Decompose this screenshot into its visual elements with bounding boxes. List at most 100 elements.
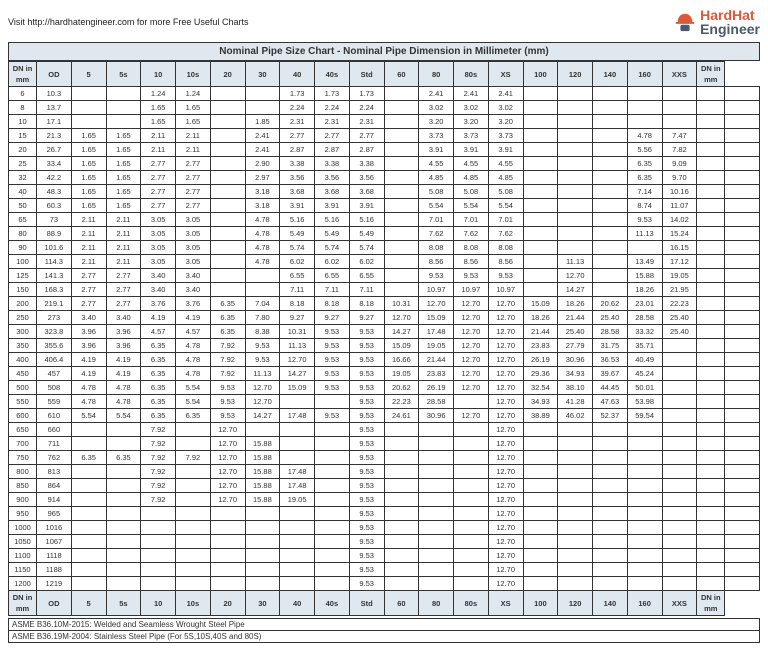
- dn-cell-right: [725, 577, 760, 591]
- data-cell: 19.05: [280, 493, 315, 507]
- data-cell: [419, 549, 454, 563]
- data-cell: [71, 115, 106, 129]
- data-cell: [141, 549, 176, 563]
- data-cell: 1.85: [245, 115, 280, 129]
- data-cell: [106, 437, 141, 451]
- data-cell: 15.88: [245, 437, 280, 451]
- data-cell: 9.53: [315, 339, 350, 353]
- data-cell: [454, 493, 489, 507]
- data-cell: 2.11: [176, 143, 211, 157]
- data-cell: 9.53: [210, 381, 245, 395]
- data-cell: 46.02: [558, 409, 593, 423]
- data-cell: 2.11: [141, 129, 176, 143]
- data-cell: [384, 227, 419, 241]
- data-cell: 12.70: [488, 493, 523, 507]
- data-cell: 7.62: [419, 227, 454, 241]
- data-cell: 25.40: [558, 325, 593, 339]
- data-cell: 8.56: [454, 255, 489, 269]
- data-cell: 12.70: [280, 353, 315, 367]
- data-cell: [210, 199, 245, 213]
- data-cell: 21.3: [37, 129, 72, 143]
- table-row: 115011889.5312.70: [9, 563, 760, 577]
- data-cell: 4.19: [176, 311, 211, 325]
- data-cell: [593, 87, 628, 101]
- data-cell: 8.56: [488, 255, 523, 269]
- col-header: DN inmm: [697, 62, 725, 87]
- data-cell: 19.05: [384, 367, 419, 381]
- data-cell: [210, 283, 245, 297]
- data-cell: [210, 115, 245, 129]
- data-cell: 21.44: [419, 353, 454, 367]
- table-row: 5060.31.651.652.772.773.183.913.913.915.…: [9, 199, 760, 213]
- data-cell: [384, 577, 419, 591]
- col-header: 60: [384, 591, 419, 616]
- col-header: XS: [488, 591, 523, 616]
- data-cell: [454, 395, 489, 409]
- dn-cell: 32: [9, 171, 37, 185]
- data-cell: 2.77: [349, 129, 384, 143]
- data-cell: 3.40: [176, 269, 211, 283]
- data-cell: 5.74: [280, 241, 315, 255]
- data-cell: 965: [37, 507, 72, 521]
- data-cell: 18.26: [558, 297, 593, 311]
- data-cell: [697, 339, 725, 353]
- data-cell: 2.24: [315, 101, 350, 115]
- data-cell: 7.82: [662, 143, 697, 157]
- data-cell: 2.90: [245, 157, 280, 171]
- table-row: 110011189.5312.70: [9, 549, 760, 563]
- data-cell: [697, 577, 725, 591]
- data-cell: [593, 227, 628, 241]
- data-cell: 45.24: [627, 367, 662, 381]
- data-cell: 4.85: [488, 171, 523, 185]
- data-cell: 17.48: [280, 409, 315, 423]
- data-cell: 2.77: [176, 157, 211, 171]
- data-cell: [71, 507, 106, 521]
- data-cell: 1.65: [71, 185, 106, 199]
- data-cell: 2.11: [106, 213, 141, 227]
- data-cell: [141, 507, 176, 521]
- dn-cell: 650: [9, 423, 37, 437]
- data-cell: 5.49: [349, 227, 384, 241]
- data-cell: [523, 129, 558, 143]
- data-cell: [106, 563, 141, 577]
- data-cell: [419, 493, 454, 507]
- dn-cell: 1100: [9, 549, 37, 563]
- data-cell: [593, 255, 628, 269]
- col-header: 40s: [315, 591, 350, 616]
- data-cell: 4.57: [141, 325, 176, 339]
- data-cell: [593, 283, 628, 297]
- data-cell: 762: [37, 451, 72, 465]
- data-cell: 4.78: [71, 381, 106, 395]
- data-cell: 168.3: [37, 283, 72, 297]
- data-cell: 5.08: [419, 185, 454, 199]
- data-cell: 21.95: [662, 283, 697, 297]
- data-cell: 12.70: [488, 563, 523, 577]
- data-cell: 6.35: [106, 451, 141, 465]
- dn-cell: 900: [9, 493, 37, 507]
- data-cell: 42.2: [37, 171, 72, 185]
- dn-cell: 300: [9, 325, 37, 339]
- data-cell: [697, 353, 725, 367]
- col-header: 80s: [454, 62, 489, 87]
- data-cell: 508: [37, 381, 72, 395]
- data-cell: [210, 129, 245, 143]
- table-row: 200219.12.772.773.763.766.357.048.188.18…: [9, 297, 760, 311]
- data-cell: 15.09: [384, 339, 419, 353]
- data-cell: [384, 101, 419, 115]
- data-cell: 12.70: [558, 269, 593, 283]
- data-cell: [627, 115, 662, 129]
- data-cell: 3.91: [419, 143, 454, 157]
- data-cell: 3.91: [488, 143, 523, 157]
- data-cell: 1.65: [106, 171, 141, 185]
- data-cell: 12.70: [488, 367, 523, 381]
- data-cell: 19.05: [419, 339, 454, 353]
- data-cell: 12.70: [210, 423, 245, 437]
- col-header: 120: [558, 62, 593, 87]
- data-cell: 31.75: [593, 339, 628, 353]
- data-cell: [210, 157, 245, 171]
- data-cell: [523, 213, 558, 227]
- data-cell: [210, 507, 245, 521]
- data-cell: 2.11: [176, 129, 211, 143]
- data-cell: 53.98: [627, 395, 662, 409]
- dn-cell: 25: [9, 157, 37, 171]
